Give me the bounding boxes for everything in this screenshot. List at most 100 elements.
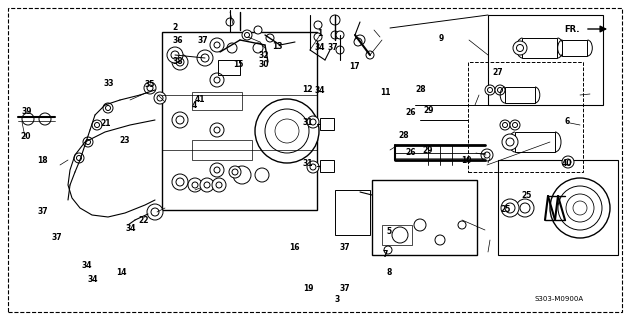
- Text: 9: 9: [438, 34, 444, 43]
- Circle shape: [144, 82, 156, 94]
- Text: 33: 33: [103, 79, 113, 88]
- Text: 6: 6: [564, 117, 570, 126]
- Circle shape: [210, 38, 224, 52]
- Text: 15: 15: [233, 60, 243, 69]
- Circle shape: [392, 227, 408, 243]
- Bar: [335, 190, 370, 235]
- Text: 31: 31: [302, 159, 312, 168]
- Text: 34: 34: [88, 275, 98, 284]
- Circle shape: [154, 92, 166, 104]
- Circle shape: [310, 119, 316, 125]
- Circle shape: [565, 159, 571, 165]
- Circle shape: [566, 194, 594, 222]
- Bar: [192, 140, 252, 160]
- Circle shape: [216, 182, 222, 188]
- Text: 34: 34: [315, 86, 325, 95]
- Circle shape: [331, 31, 339, 39]
- Circle shape: [105, 106, 110, 110]
- Text: 5: 5: [387, 228, 392, 236]
- Circle shape: [176, 58, 184, 66]
- Circle shape: [214, 77, 220, 83]
- Circle shape: [558, 186, 602, 230]
- Circle shape: [336, 31, 344, 39]
- Text: 37: 37: [328, 43, 338, 52]
- Text: 36: 36: [173, 36, 183, 44]
- Circle shape: [255, 99, 319, 163]
- Circle shape: [172, 54, 188, 70]
- Circle shape: [176, 116, 184, 124]
- Text: 34: 34: [82, 261, 92, 270]
- Circle shape: [265, 109, 309, 153]
- Text: FR.: FR.: [564, 25, 580, 34]
- Text: 8: 8: [387, 268, 392, 277]
- Circle shape: [147, 204, 163, 220]
- Text: 29: 29: [422, 146, 432, 155]
- Text: 39: 39: [21, 107, 32, 116]
- Circle shape: [505, 203, 515, 213]
- Text: 17: 17: [349, 62, 359, 71]
- Text: 30: 30: [258, 60, 268, 69]
- Circle shape: [232, 169, 238, 175]
- Circle shape: [502, 134, 518, 150]
- Circle shape: [201, 54, 209, 62]
- Text: 21: 21: [101, 119, 111, 128]
- Circle shape: [310, 164, 316, 170]
- Text: 25: 25: [500, 205, 510, 214]
- Circle shape: [336, 46, 344, 54]
- Circle shape: [500, 120, 510, 130]
- Circle shape: [214, 167, 220, 173]
- Circle shape: [83, 137, 93, 147]
- Circle shape: [484, 152, 490, 158]
- Circle shape: [314, 33, 322, 41]
- Text: 31: 31: [302, 118, 312, 127]
- Text: 26: 26: [406, 148, 416, 157]
- Text: 28: 28: [398, 131, 408, 140]
- Circle shape: [227, 43, 237, 53]
- Bar: [192, 92, 242, 110]
- Circle shape: [384, 246, 392, 254]
- Bar: [320, 118, 334, 130]
- Circle shape: [266, 34, 274, 42]
- Text: 32: 32: [258, 51, 268, 60]
- Circle shape: [76, 156, 81, 161]
- Circle shape: [498, 87, 503, 92]
- Circle shape: [307, 116, 319, 128]
- Text: 38: 38: [173, 57, 183, 66]
- Text: 12: 12: [302, 85, 312, 94]
- Text: 22: 22: [139, 216, 149, 225]
- Circle shape: [458, 221, 466, 229]
- Bar: [382, 225, 412, 245]
- Circle shape: [167, 47, 183, 63]
- Bar: [468, 62, 583, 172]
- Circle shape: [520, 203, 530, 213]
- Text: 37: 37: [198, 36, 208, 45]
- Bar: [488, 15, 603, 105]
- Circle shape: [244, 33, 249, 37]
- Circle shape: [510, 120, 520, 130]
- Circle shape: [513, 41, 527, 55]
- Circle shape: [210, 163, 224, 177]
- Circle shape: [512, 123, 517, 127]
- Circle shape: [485, 85, 495, 95]
- Circle shape: [204, 182, 210, 188]
- Circle shape: [226, 18, 234, 26]
- Text: 23: 23: [120, 136, 130, 145]
- Text: 40: 40: [562, 159, 572, 168]
- Circle shape: [176, 178, 184, 186]
- Circle shape: [188, 178, 202, 192]
- Text: 37: 37: [52, 233, 62, 242]
- Circle shape: [172, 174, 188, 190]
- Circle shape: [435, 235, 445, 245]
- Text: 3: 3: [335, 295, 340, 304]
- Circle shape: [275, 119, 299, 143]
- Circle shape: [355, 35, 365, 45]
- Circle shape: [314, 21, 322, 29]
- Text: 35: 35: [145, 80, 155, 89]
- Circle shape: [39, 113, 51, 125]
- Circle shape: [74, 153, 84, 163]
- Text: 19: 19: [304, 284, 314, 293]
- Circle shape: [103, 103, 113, 113]
- Circle shape: [212, 178, 226, 192]
- Bar: [372, 180, 477, 255]
- Text: 34: 34: [315, 43, 325, 52]
